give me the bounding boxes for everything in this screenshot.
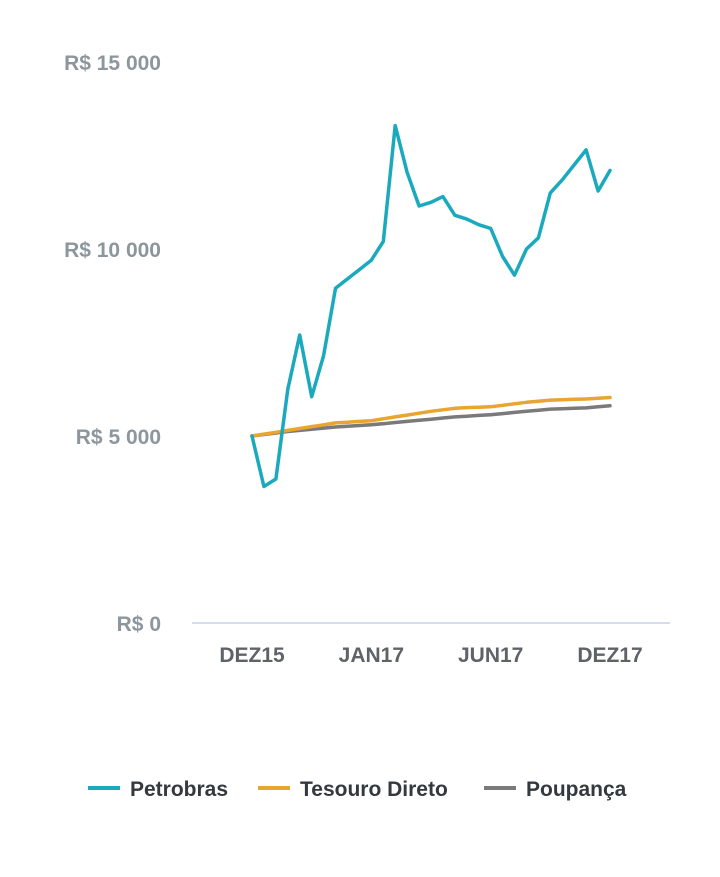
- x-tick-label: DEZ17: [577, 644, 642, 667]
- legend-label: Tesouro Direto: [300, 778, 448, 801]
- y-tick-label: R$ 15 000: [64, 52, 161, 75]
- x-tick-label: JUN17: [458, 644, 523, 667]
- y-tick-label: R$ 10 000: [64, 239, 161, 262]
- y-tick-label: R$ 5 000: [76, 426, 161, 449]
- legend-label: Poupança: [526, 778, 627, 801]
- series-line-poupan-a: [250, 403, 612, 438]
- series-line-tesouro-direto: [250, 395, 612, 438]
- x-tick-label: JAN17: [339, 644, 404, 667]
- y-tick-label: R$ 0: [117, 613, 161, 636]
- x-tick-label: DEZ15: [219, 644, 285, 667]
- series-line-petrobras: [250, 123, 612, 489]
- legend-label: Petrobras: [130, 778, 228, 801]
